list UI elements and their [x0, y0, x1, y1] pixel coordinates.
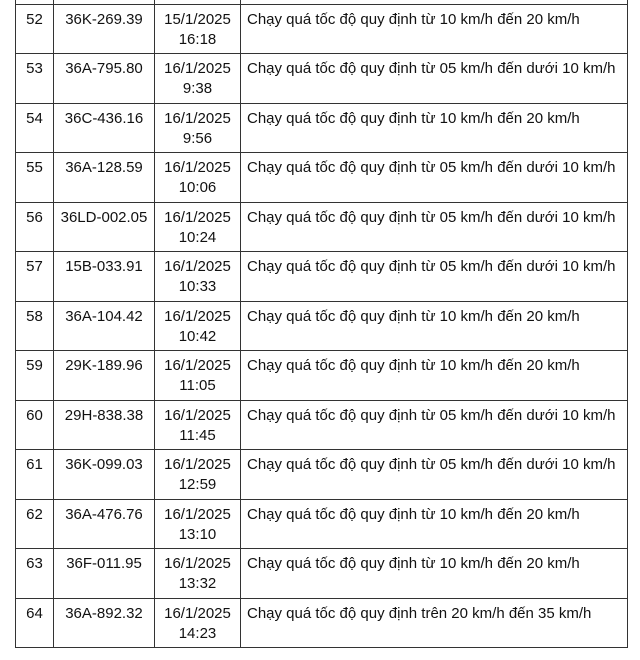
- row-number: 56: [15, 201, 54, 252]
- table-row: 56 36LD-002.05 16/1/2025 10:24 Chạy quá t…: [15, 201, 628, 252]
- table-row: 58 36A-104.42 16/1/2025 10:42 Chạy quá tố…: [15, 300, 628, 351]
- table-row: 60 29H-838.38 16/1/2025 11:45 Chạy quá tố…: [15, 399, 628, 450]
- row-number: 63: [15, 548, 54, 599]
- datetime: 16/1/2025 14:23: [154, 597, 241, 648]
- license-plate: 36A-476.76: [53, 498, 155, 549]
- violation: Chạy quá tốc độ quy định từ 05 km/h đến …: [240, 449, 628, 500]
- violation: Chạy quá tốc độ quy định từ 10 km/h đến …: [240, 498, 628, 549]
- table-row: 52 36K-269.39 15/1/2025 16:18 Chạy quá tố…: [15, 3, 628, 54]
- license-plate: 36K-269.39: [53, 3, 155, 54]
- violation: Chạy quá tốc độ quy định từ 10 km/h đến …: [240, 102, 628, 153]
- time: 10:24: [178, 228, 217, 246]
- date: 16/1/2025: [164, 208, 231, 226]
- date: 15/1/2025: [164, 10, 231, 28]
- datetime: 16/1/2025 12:59: [154, 449, 241, 500]
- datetime: 16/1/2025 11:05: [154, 350, 241, 401]
- violation: Chạy quá tốc độ quy định từ 05 km/h đến …: [240, 251, 628, 302]
- datetime: 16/1/2025 13:32: [154, 548, 241, 599]
- violation: Chạy quá tốc độ quy định từ 05 km/h đến …: [240, 399, 628, 450]
- table-row: 63 36F-011.95 16/1/2025 13:32 Chạy quá tố…: [15, 548, 628, 599]
- license-plate: 36A-892.32: [53, 597, 155, 648]
- time: 13:10: [178, 525, 217, 543]
- table-row: 62 36A-476.76 16/1/2025 13:10 Chạy quá tố…: [15, 498, 628, 549]
- time: 10:06: [178, 179, 217, 196]
- license-plate: 36A-128.59: [53, 152, 155, 203]
- license-plate: 36A-795.80: [53, 53, 155, 104]
- license-plate: 15B-033.91: [53, 251, 155, 302]
- time: 10:42: [178, 327, 217, 345]
- license-plate: 29K-189.96: [53, 350, 155, 401]
- datetime: 16/1/2025 9:56: [154, 102, 241, 153]
- date: 16/1/2025: [164, 357, 231, 374]
- license-plate: 36K-099.03: [53, 449, 155, 500]
- violation: Chạy quá tốc độ quy định từ 05 km/h đến …: [240, 152, 628, 203]
- time: 9:56: [182, 129, 213, 147]
- datetime: 16/1/2025 10:24: [154, 201, 241, 252]
- row-number: 54: [15, 102, 54, 153]
- date: 16/1/2025: [164, 307, 231, 325]
- license-plate: 36F-011.95: [53, 548, 155, 599]
- time: 10:33: [178, 278, 217, 295]
- time: 13:32: [178, 575, 217, 592]
- datetime: 16/1/2025 10:33: [154, 251, 241, 302]
- violation: Chạy quá tốc độ quy định từ 10 km/h đến …: [240, 548, 628, 599]
- time: 16:18: [178, 30, 217, 48]
- datetime: 16/1/2025 10:42: [154, 300, 241, 351]
- datetime: 16/1/2025 11:45: [154, 399, 241, 450]
- violations-table: 52 36K-269.39 15/1/2025 16:18 Chạy quá tố…: [15, 0, 628, 648]
- row-number: 55: [15, 152, 54, 203]
- time: 14:23: [178, 624, 217, 642]
- violation: Chạy quá tốc độ quy định từ 10 km/h đến …: [240, 350, 628, 401]
- date: 16/1/2025: [164, 109, 231, 127]
- time: 11:05: [179, 377, 216, 394]
- license-plate: 36A-104.42: [53, 300, 155, 351]
- table-row: 57 15B-033.91 16/1/2025 10:33 Chạy quá tố…: [15, 251, 628, 302]
- datetime: 15/1/2025 16:18: [154, 3, 241, 54]
- violation: Chạy quá tốc độ quy định từ 05 km/h đến …: [240, 53, 628, 104]
- date: 16/1/2025: [164, 505, 231, 523]
- license-plate: 36C-436.16: [53, 102, 155, 153]
- table-row: 64 36A-892.32 16/1/2025 14:23 Chạy quá tố…: [15, 597, 628, 648]
- row-number: 60: [15, 399, 54, 450]
- date: 16/1/2025: [164, 60, 231, 77]
- license-plate: 29H-838.38: [53, 399, 155, 450]
- date: 16/1/2025: [164, 456, 231, 473]
- violation: Chạy quá tốc độ quy định từ 10 km/h đến …: [240, 300, 628, 351]
- date: 16/1/2025: [164, 604, 231, 622]
- row-number: 59: [15, 350, 54, 401]
- datetime: 16/1/2025 10:06: [154, 152, 241, 203]
- row-number: 58: [15, 300, 54, 351]
- violation: Chạy quá tốc độ quy định từ 05 km/h đến …: [240, 201, 628, 252]
- violation: Chạy quá tốc độ quy định từ 10 km/h đến …: [240, 3, 628, 54]
- table-row: 61 36K-099.03 16/1/2025 12:59 Chạy quá tố…: [15, 449, 628, 500]
- row-number: 64: [15, 597, 54, 648]
- table-row: 53 36A-795.80 16/1/2025 9:38 Chạy quá tốc…: [15, 53, 628, 104]
- table-row: 55 36A-128.59 16/1/2025 10:06 Chạy quá tố…: [15, 152, 628, 203]
- datetime: 16/1/2025 13:10: [154, 498, 241, 549]
- license-plate: 36LD-002.05: [53, 201, 155, 252]
- row-number: 62: [15, 498, 54, 549]
- violation: Chạy quá tốc độ quy định trên 20 km/h đế…: [240, 597, 628, 648]
- row-number: 53: [15, 53, 54, 104]
- row-number: 52: [15, 3, 54, 54]
- row-number: 57: [15, 251, 54, 302]
- row-number: 61: [15, 449, 54, 500]
- table-row: 54 36C-436.16 16/1/2025 9:56 Chạy quá tốc…: [15, 102, 628, 153]
- date: 16/1/2025: [164, 159, 231, 176]
- time: 12:59: [178, 476, 217, 493]
- table-row: 59 29K-189.96 16/1/2025 11:05 Chạy quá tố…: [15, 350, 628, 401]
- date: 16/1/2025: [164, 555, 231, 572]
- date: 16/1/2025: [164, 406, 231, 424]
- time: 11:45: [179, 426, 216, 444]
- datetime: 16/1/2025 9:38: [154, 53, 241, 104]
- date: 16/1/2025: [164, 258, 231, 275]
- time: 9:38: [182, 80, 213, 97]
